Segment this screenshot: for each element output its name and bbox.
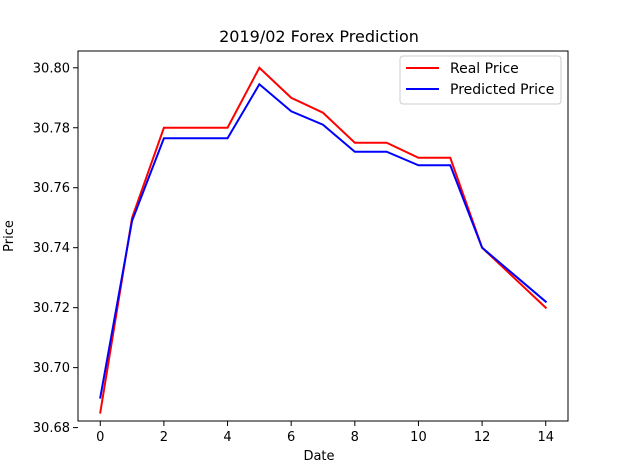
y-tick-label: 30.68 [33, 421, 70, 436]
x-tick-label: 8 [351, 430, 359, 445]
y-tick-label: 30.70 [33, 361, 70, 376]
y-tick-label: 30.72 [33, 301, 70, 316]
x-tick-label: 12 [474, 430, 491, 445]
x-tick-label: 6 [287, 430, 295, 445]
y-tick-label: 30.74 [33, 241, 70, 256]
predicted-price-series-line [99, 82, 548, 399]
plot-area: 0 2 4 6 8 10 12 14 30.6830.7030.7230.7430.7630.… [33, 50, 569, 445]
x-tick-label: 0 [96, 430, 104, 445]
series-lines [99, 66, 548, 414]
legend-label-real-price: Real Price [450, 61, 519, 77]
legend-box [399, 55, 562, 105]
chart-title: 2019/02 Forex Prediction [219, 27, 419, 46]
x-tick-label: 14 [537, 430, 554, 445]
y-axis-title: Price [2, 220, 17, 252]
x-axis: 0 2 4 6 8 10 12 14 [96, 421, 554, 445]
y-axis: 30.68 30.70 30.72 30.74 30.76 30.78 30.80 [33, 61, 78, 436]
legend-label-predicted-price: Predicted Price [450, 82, 554, 98]
x-tick-label: 2 [160, 430, 168, 445]
x-tick-label: 4 [223, 430, 231, 445]
y-tick-label: 30.80 [33, 61, 70, 76]
x-axis-title: Date [303, 449, 334, 464]
y-tick-label: 30.78 [33, 121, 70, 136]
y-tick-label: 30.76 [33, 181, 70, 196]
x-tick-label: 10 [410, 430, 427, 445]
plot-frame [77, 50, 569, 422]
legend: Real Price Predicted Price [399, 55, 562, 105]
